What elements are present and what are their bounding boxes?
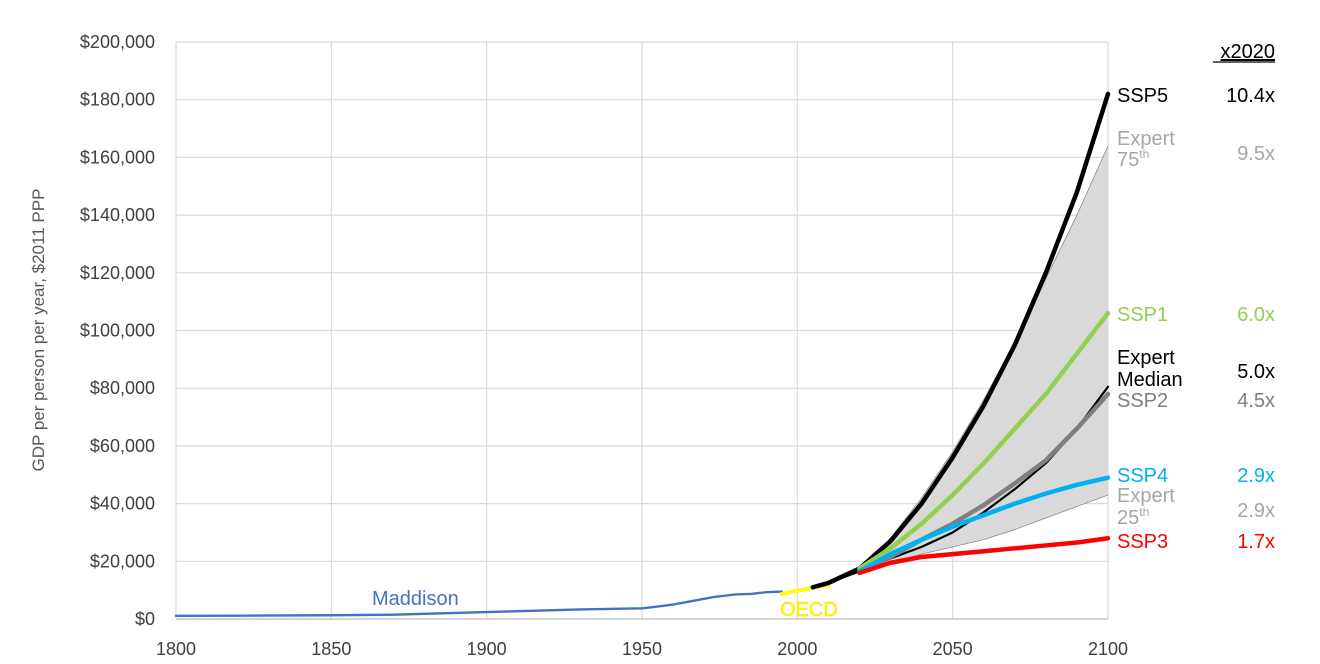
ssp1-label: SSP1 <box>1117 304 1168 326</box>
expert25-rank: 25 <box>1117 507 1139 529</box>
ssp2-multiplier: 4.5x <box>1237 390 1275 412</box>
expert-75th-line <box>859 145 1109 571</box>
series-line-ssp3 <box>857 535 1111 576</box>
oecd-label: OECD <box>780 599 838 621</box>
ssp5-multiplier: 10.4x <box>1226 85 1275 107</box>
y-tick-label: $40,000 <box>90 494 155 514</box>
series-line-ssp1 <box>857 310 1111 571</box>
series-line-ssp5 <box>810 91 1111 590</box>
expert-median-label-line1: Expert <box>1117 347 1175 369</box>
x-tick-label: 2100 <box>1088 639 1128 659</box>
y-axis-label: GDP per person per year, $2011 PPP <box>29 189 48 472</box>
y-tick-label: $200,000 <box>80 32 155 52</box>
expert-median-label-line2: Median <box>1117 369 1183 391</box>
x-tick-label: 2000 <box>777 639 817 659</box>
y-tick-label: $20,000 <box>90 551 155 571</box>
y-tick-label: $120,000 <box>80 263 155 283</box>
multiplier-header: x2020 <box>1221 41 1276 63</box>
ssp1-multiplier: 6.0x <box>1237 304 1275 326</box>
expert25-rank-label: 25th <box>1117 505 1149 529</box>
y-tick-label: $180,000 <box>80 90 155 110</box>
ssp4-multiplier: 2.9x <box>1237 465 1275 487</box>
y-tick-label: $60,000 <box>90 436 155 456</box>
x-tick-label: 1850 <box>311 639 351 659</box>
y-tick-labels: $0 $20,000 $40,000 $60,000 $80,000 $100,000 $1… <box>80 32 155 629</box>
y-tick-label: $140,000 <box>80 205 155 225</box>
expert75-label: Expert <box>1117 128 1175 150</box>
ssp3-label: SSP3 <box>1117 531 1168 553</box>
ssp3-multiplier: 1.7x <box>1237 531 1275 553</box>
expert75-rank-label: 75th <box>1117 147 1149 171</box>
x-tick-label: 2050 <box>933 639 973 659</box>
ssp5-label: SSP5 <box>1117 85 1168 107</box>
expert25-label: Expert <box>1117 485 1175 507</box>
expert-median-multiplier: 5.0x <box>1237 361 1275 383</box>
y-tick-label: $80,000 <box>90 378 155 398</box>
y-tick-label: $100,000 <box>80 321 155 341</box>
expert25-multiplier: 2.9x <box>1237 500 1275 522</box>
x-tick-label: 1900 <box>467 639 507 659</box>
y-tick-label: $0 <box>135 609 155 629</box>
expert75-rank: 75 <box>1117 149 1139 171</box>
x-tick-labels: 1800 1850 1900 1950 2000 2050 2100 <box>156 639 1128 659</box>
y-tick-label: $160,000 <box>80 147 155 167</box>
ssp2-label: SSP2 <box>1117 390 1168 412</box>
expert75-superscript: th <box>1139 147 1149 161</box>
expert25-superscript: th <box>1139 505 1149 519</box>
series-lines <box>174 91 1111 618</box>
x-tick-label: 1950 <box>622 639 662 659</box>
series-line-ssp4 <box>857 475 1111 574</box>
expert-band <box>859 145 1108 573</box>
ssp4-label: SSP4 <box>1117 465 1168 487</box>
series-line-maddison <box>174 590 783 618</box>
x-tick-label: 1800 <box>156 639 196 659</box>
expert75-multiplier: 9.5x <box>1237 143 1275 165</box>
maddison-label: Maddison <box>372 588 459 610</box>
